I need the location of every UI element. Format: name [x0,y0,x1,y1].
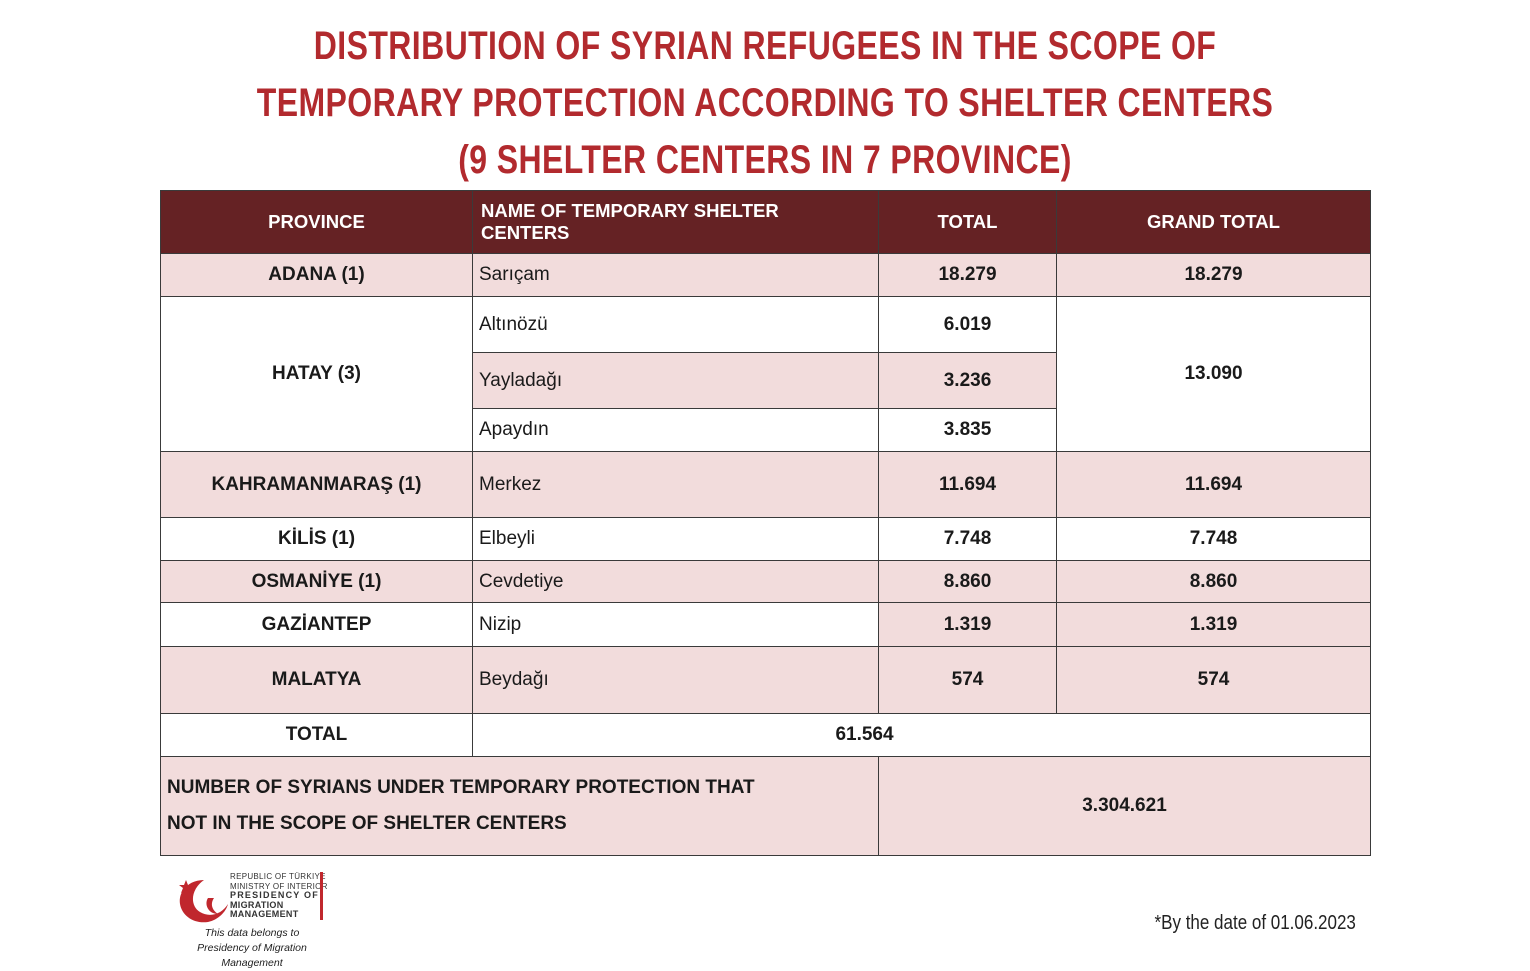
table-row: Apaydın 3.835 [161,408,1371,452]
header-province: PROVINCE [160,190,473,254]
total-value: 61.564 [472,713,1371,757]
title-line-1: DISTRIBUTION OF SYRIAN REFUGEES IN THE S… [313,24,1217,68]
grand-total-cell: 11.694 [1056,451,1371,518]
outside-shelter-value: 3.304.621 [878,756,1371,856]
total-label: TOTAL [160,713,473,757]
title-line-2: TEMPORARY PROTECTION ACCORDING TO SHELTE… [256,81,1274,125]
logo-line-4: MIGRATION MANAGEMENT [230,899,299,919]
table-row: ADANA (1) Sarıçam 18.279 18.279 [160,253,1371,297]
table-row: KAHRAMANMARAŞ (1) Merkez 11.694 11.694 [160,451,1371,518]
header-total: TOTAL [878,190,1057,254]
date-note: *By the date of 01.06.2023 [1154,912,1356,934]
total-cell: 7.748 [878,517,1057,561]
data-ownership-note: This data belongs to Presidency of Migra… [172,926,332,971]
outside-label-line-1: NUMBER OF SYRIANS UNDER TEMPORARY PROTEC… [167,777,755,798]
page-title: DISTRIBUTION OF SYRIAN REFUGEES IN THE S… [153,18,1377,189]
belongs-line-1: This data belongs to [204,927,300,939]
total-cell: 3.236 [878,352,1057,409]
grand-total-cell: 18.279 [1056,253,1371,297]
logo-line-3: PRESIDENCY OF [230,890,319,900]
total-cell: 3.835 [878,408,1057,452]
total-cell: 8.860 [878,560,1057,603]
grand-total-cell: 1.319 [1056,602,1371,647]
logo-text: REPUBLIC OF TÜRKIYE MINISTRY OF INTERIOR… [230,872,332,920]
title-line-3: (9 SHELTER CENTERS IN 7 PROVINCE) [458,138,1072,182]
center-cell: Nizip [472,602,879,647]
table-row: KİLİS (1) Elbeyli 7.748 7.748 [160,517,1371,561]
outside-shelter-row: NUMBER OF SYRIANS UNDER TEMPORARY PROTEC… [160,756,1371,856]
grand-total-cell: 574 [1056,646,1371,714]
center-cell: Elbeyli [472,517,879,561]
total-cell: 6.019 [878,296,1057,353]
center-cell: Yayladağı [472,352,879,409]
outside-shelter-label: NUMBER OF SYRIANS UNDER TEMPORARY PROTEC… [160,756,879,856]
grand-total-cell: 7.748 [1056,517,1371,561]
grand-total-cell: 13.090 [1056,296,1371,452]
grand-total-cell: 8.860 [1056,560,1371,603]
total-row: TOTAL 61.564 [160,713,1371,757]
logo-line-2: MINISTRY OF INTERIOR [230,881,328,891]
logo-line-1: REPUBLIC OF TÜRKIYE [230,872,326,881]
province-cell: KİLİS (1) [160,517,473,561]
center-cell: Cevdetiye [472,560,879,603]
table-row: GAZİANTEP Nizip 1.319 1.319 [160,602,1371,647]
center-cell: Apaydın [472,408,879,452]
province-cell: ADANA (1) [160,253,473,297]
province-cell: GAZİANTEP [160,602,473,647]
header-center-name: NAME OF TEMPORARY SHELTER CENTERS [472,190,879,254]
center-cell: Merkez [472,451,879,518]
total-cell: 1.319 [878,602,1057,647]
belongs-line-2: Presidency of Migration Management [197,942,307,969]
table-row: MALATYA Beydağı 574 574 [160,646,1371,714]
center-cell: Beydağı [472,646,879,714]
province-cell: MALATYA [160,646,473,714]
total-cell: 11.694 [878,451,1057,518]
center-cell: Sarıçam [472,253,879,297]
header-grand-total: GRAND TOTAL [1056,190,1371,254]
center-cell: Altınözü [472,296,879,353]
province-cell: OSMANİYE (1) [160,560,473,603]
province-cell: HATAY (3) [160,296,473,452]
shelter-centers-table: PROVINCE NAME OF TEMPORARY SHELTER CENTE… [160,190,1371,856]
outside-label-line-2: NOT IN THE SCOPE OF SHELTER CENTERS [167,813,567,834]
crescent-star-icon [179,880,228,923]
migration-management-logo: REPUBLIC OF TÜRKIYE MINISTRY OF INTERIOR… [172,872,332,969]
total-cell: 18.279 [878,253,1057,297]
total-cell: 574 [878,646,1057,714]
table-row: OSMANİYE (1) Cevdetiye 8.860 8.860 [160,560,1371,603]
table-header-row: PROVINCE NAME OF TEMPORARY SHELTER CENTE… [160,190,1371,254]
province-cell: KAHRAMANMARAŞ (1) [160,451,473,518]
table-row: HATAY (3) Altınözü 6.019 13.090 [160,296,1371,452]
logo-divider [320,872,323,920]
